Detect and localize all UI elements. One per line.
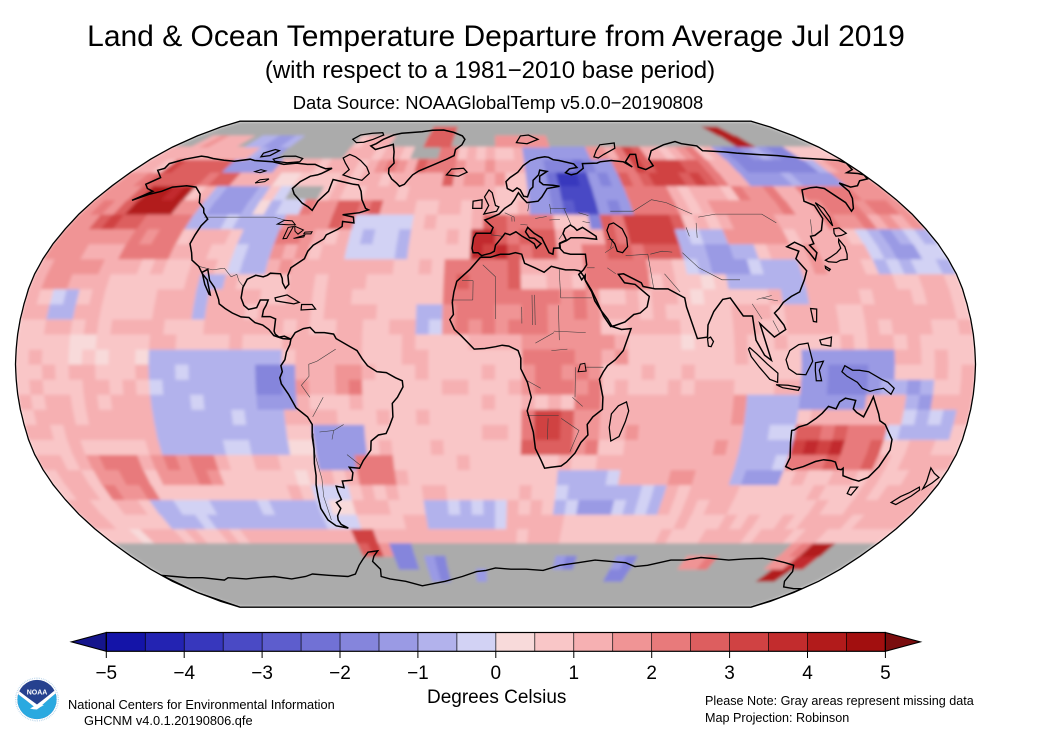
svg-text:5: 5	[880, 663, 891, 684]
svg-text:4: 4	[802, 663, 813, 684]
svg-text:−2: −2	[329, 663, 351, 684]
svg-text:−1: −1	[407, 663, 429, 684]
svg-text:−3: −3	[251, 663, 273, 684]
svg-text:3: 3	[724, 663, 735, 684]
svg-text:−5: −5	[95, 663, 117, 684]
svg-text:0: 0	[491, 663, 502, 684]
svg-text:2: 2	[646, 663, 657, 684]
svg-text:−4: −4	[173, 663, 195, 684]
svg-text:NOAA: NOAA	[27, 690, 48, 697]
svg-text:1: 1	[569, 663, 580, 684]
